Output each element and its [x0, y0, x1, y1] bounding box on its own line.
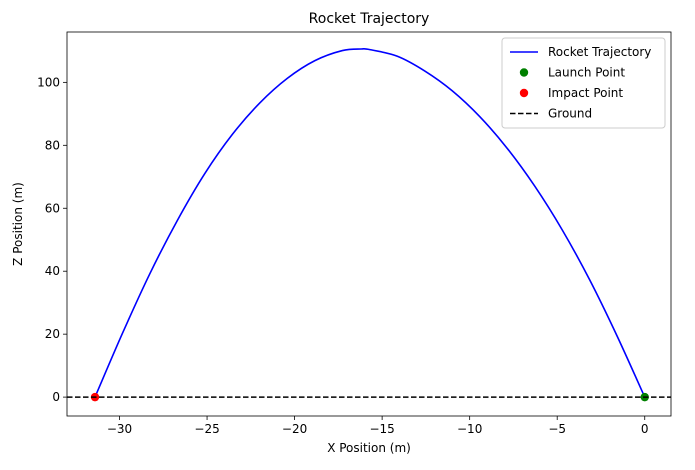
- x-tick-label: −10: [457, 422, 482, 436]
- legend-item-ground: Ground: [510, 107, 592, 121]
- y-tick-label: 60: [45, 201, 60, 215]
- legend-label: Ground: [548, 107, 592, 121]
- legend-item-rocket-trajectory: Rocket Trajectory: [510, 45, 651, 59]
- y-axis-label: Z Position (m): [11, 182, 25, 266]
- y-tick-label: 80: [45, 138, 60, 152]
- legend-label: Rocket Trajectory: [548, 45, 651, 59]
- chart-title: Rocket Trajectory: [309, 11, 430, 27]
- legend-swatch: [519, 68, 529, 77]
- y-tick-label: 100: [37, 75, 60, 89]
- axes-frame: [66, 31, 672, 417]
- legend: Rocket Trajectory Launch Point Impact Poin…: [501, 37, 666, 129]
- x-tick-label: −20: [282, 422, 307, 436]
- plot-area: −30 −25 −20 −15 −10 −5 0 0 20 40 60 80 100: [37, 31, 672, 436]
- x-tick-label: −5: [548, 422, 566, 436]
- legend-box: [501, 37, 666, 129]
- legend-swatch: [519, 88, 529, 98]
- y-tick-label: 40: [45, 264, 60, 278]
- y-tick-label: 20: [45, 327, 60, 341]
- x-tick-label: −15: [369, 422, 394, 436]
- legend-item-impact-point: Impact Point: [519, 86, 623, 100]
- x-tick-label: 0: [641, 422, 649, 436]
- legend-item-launch-point: Launch Point: [519, 66, 625, 80]
- trajectory-line: [94, 48, 646, 398]
- legend-label: Launch Point: [548, 66, 625, 80]
- legend-label: Impact Point: [548, 86, 623, 100]
- x-tick-label: −30: [107, 422, 132, 436]
- y-tick-label: 0: [52, 390, 60, 404]
- x-tick-label: −25: [194, 422, 219, 436]
- x-axis-label: X Position (m): [327, 441, 411, 455]
